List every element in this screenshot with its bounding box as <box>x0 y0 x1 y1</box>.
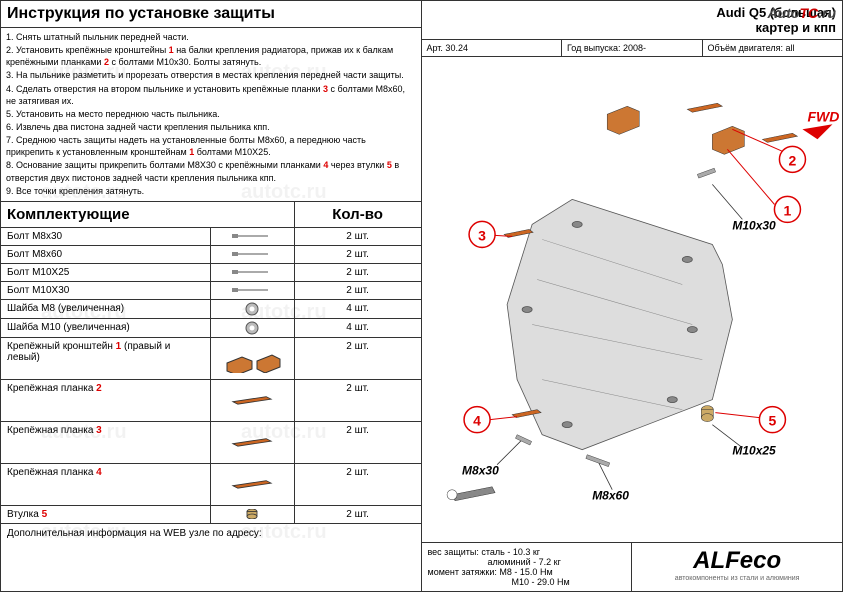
specs-box: вес защиты: сталь - 10.3 кг алюминий - 7… <box>422 543 633 591</box>
left-column: Инструкция по установке защиты 1. Снять … <box>1 1 422 591</box>
skid-plate <box>507 199 732 449</box>
part-icon <box>211 264 295 281</box>
svg-text:FWD: FWD <box>807 108 839 124</box>
instruction-line: 5. Установить на место переднюю часть пы… <box>6 108 416 120</box>
svg-text:3: 3 <box>478 227 486 243</box>
bracket-left <box>607 106 639 134</box>
part-name: Болт M8x30 <box>1 228 211 245</box>
instructions-list: 1. Снять штатный пыльник передней части.… <box>1 28 421 202</box>
parts-row: Болт M10X25 2 шт. <box>1 264 421 282</box>
parts-row: Крепёжная планка 3 2 шт. <box>1 422 421 464</box>
part-qty: 2 шт. <box>295 228 421 245</box>
part-icon <box>211 246 295 263</box>
instruction-line: 9. Все точки крепления затянуть. <box>6 185 416 197</box>
part-icon <box>211 319 295 337</box>
part-name: Шайба M10 (увеличенная) <box>1 319 211 337</box>
part-icon <box>211 282 295 299</box>
exploded-diagram: FWD 2 1 M10x30 <box>422 57 843 542</box>
svg-text:M8x30: M8x30 <box>462 464 499 478</box>
fwd-arrow: FWD <box>802 108 839 139</box>
part-qty: 4 шт. <box>295 319 421 337</box>
instruction-line: 2. Установить крепёжные кронштейны 1 на … <box>6 44 416 68</box>
part-name: Крепёжный кронштейн 1 (правый и левый) <box>1 338 211 379</box>
parts-row: Втулка 5 2 шт. <box>1 506 421 524</box>
part-name: Шайба M8 (увеличенная) <box>1 300 211 318</box>
part-icon <box>211 300 295 318</box>
meta-year: Год выпуска: 2008- <box>562 40 703 56</box>
part-icon <box>211 338 295 379</box>
parts-table: Болт M8x302 шт.Болт M8x602 шт.Болт M10X2… <box>1 228 421 524</box>
website-logo: AutoTC.ru <box>768 5 836 21</box>
part-name: Болт M8x60 <box>1 246 211 263</box>
right-meta: Арт. 30.24 Год выпуска: 2008- Объём двиг… <box>422 40 843 57</box>
instruction-line: 4. Сделать отверстия на втором пыльнике … <box>6 83 416 107</box>
part-icon <box>211 506 295 523</box>
part-qty: 4 шт. <box>295 300 421 318</box>
parts-header: Комплектующие Кол-во <box>1 202 421 228</box>
part-name: Втулка 5 <box>1 506 211 523</box>
parts-row: Крепёжная планка 2 2 шт. <box>1 380 421 422</box>
right-column: Audi Q5 (большая) картер и кпп Арт. 30.2… <box>422 1 843 591</box>
part-name: Болт M10X25 <box>1 264 211 281</box>
meta-engine: Объём двигателя: all <box>703 40 843 56</box>
parts-row: Крепёжный кронштейн 1 (правый и левый) 2 … <box>1 338 421 380</box>
header-line2: картер и кпп <box>428 20 837 35</box>
instruction-line: 3. На пыльнике разметить и прорезать отв… <box>6 69 416 81</box>
instruction-line: 1. Снять штатный пыльник передней части. <box>6 31 416 43</box>
wrench-icon <box>447 487 495 501</box>
right-footer: вес защиты: сталь - 10.3 кг алюминий - 7… <box>422 542 843 591</box>
meta-art: Арт. 30.24 <box>422 40 563 56</box>
part-name: Крепёжная планка 3 <box>1 422 211 463</box>
svg-text:2: 2 <box>788 152 796 168</box>
svg-text:4: 4 <box>473 413 481 429</box>
brand-tagline: автокомпоненты из стали и алюминия <box>638 575 836 582</box>
part-name: Болт M10X30 <box>1 282 211 299</box>
parts-row: Крепёжная планка 4 2 шт. <box>1 464 421 506</box>
svg-text:1: 1 <box>783 202 791 218</box>
left-footer: Дополнительная информация на WEB узле по… <box>1 524 421 543</box>
svg-text:5: 5 <box>768 413 776 429</box>
part-qty: 2 шт. <box>295 338 421 379</box>
part-qty: 2 шт. <box>295 506 421 523</box>
part-icon <box>211 422 295 463</box>
svg-text:M10x25: M10x25 <box>732 444 776 458</box>
instruction-line: 6. Извлечь два пистона задней части креп… <box>6 121 416 133</box>
parts-row: Болт M8x60 2 шт. <box>1 246 421 264</box>
svg-text:M10x30: M10x30 <box>732 218 776 232</box>
part-icon <box>211 464 295 505</box>
part-qty: 2 шт. <box>295 380 421 421</box>
sleeve-5 <box>701 406 713 422</box>
part-qty: 2 шт. <box>295 422 421 463</box>
part-qty: 2 шт. <box>295 264 421 281</box>
part-icon <box>211 380 295 421</box>
parts-row: Болт M10X30 2 шт. <box>1 282 421 300</box>
parts-row: Болт M8x30 2 шт. <box>1 228 421 246</box>
parts-row: Шайба M10 (увеличенная) 4 шт. <box>1 319 421 338</box>
parts-title: Комплектующие <box>1 202 295 227</box>
brand-logo: ALFeco <box>638 547 836 575</box>
part-name: Крепёжная планка 2 <box>1 380 211 421</box>
part-icon <box>211 228 295 245</box>
parts-row: Шайба M8 (увеличенная) 4 шт. <box>1 300 421 319</box>
part-qty: 2 шт. <box>295 464 421 505</box>
instruction-line: 8. Основание защиты прикрепить болтами M… <box>6 159 416 183</box>
svg-text:M8x60: M8x60 <box>592 489 629 503</box>
part-qty: 2 шт. <box>295 282 421 299</box>
instructions-title: Инструкция по установке защиты <box>1 1 421 28</box>
brand-logo-box: ALFeco автокомпоненты из стали и алюмини… <box>632 543 842 591</box>
instruction-line: 7. Среднюю часть защиты надеть на устано… <box>6 134 416 158</box>
part-qty: 2 шт. <box>295 246 421 263</box>
part-name: Крепёжная планка 4 <box>1 464 211 505</box>
qty-title: Кол-во <box>295 202 421 227</box>
